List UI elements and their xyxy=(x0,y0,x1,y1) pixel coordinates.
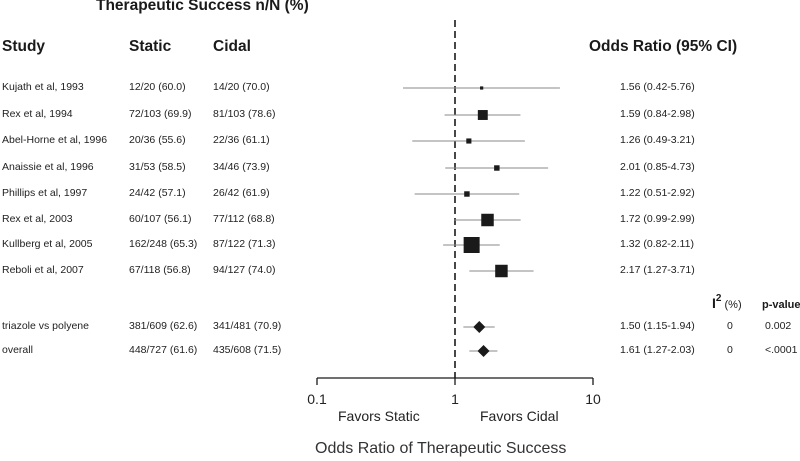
odds-ratio-value: 1.61 (1.27-2.03) xyxy=(620,344,695,356)
odds-ratio-value: 1.50 (1.15-1.94) xyxy=(620,320,695,332)
chart-supertitle: Therapeutic Success n/N (%) xyxy=(96,0,309,14)
study-name: Rex et al, 1994 xyxy=(2,108,73,120)
odds-ratio-value: 1.59 (0.84-2.98) xyxy=(620,108,695,120)
study-marker xyxy=(494,165,500,171)
i2-value: 0 xyxy=(727,320,733,332)
study-name: Anaissie et al, 1996 xyxy=(2,161,94,173)
summary-diamond xyxy=(477,345,490,357)
odds-ratio-value: 1.32 (0.82-2.11) xyxy=(620,238,694,250)
column-header-pvalue: p-value xyxy=(762,299,800,311)
odds-ratio-value: 1.22 (0.51-2.92) xyxy=(620,187,695,199)
summary-label: overall xyxy=(2,344,33,356)
static-count: 381/609 (62.6) xyxy=(129,320,198,332)
cidal-count: 81/103 (78.6) xyxy=(213,108,276,120)
study-marker xyxy=(480,86,484,90)
i2-letter: I xyxy=(712,295,716,311)
static-count: 31/53 (58.5) xyxy=(129,161,186,173)
column-header-cidal: Cidal xyxy=(213,38,251,55)
study-name: Rex et al, 2003 xyxy=(2,213,73,225)
static-count: 12/20 (60.0) xyxy=(129,81,186,93)
favors-static-label: Favors Static xyxy=(338,408,420,424)
static-count: 20/36 (55.6) xyxy=(129,134,186,146)
column-header-odds-ratio: Odds Ratio (95% CI) xyxy=(589,38,738,55)
column-header-static: Static xyxy=(129,38,172,55)
i2-value: 0 xyxy=(727,344,733,356)
study-marker xyxy=(466,138,472,144)
static-count: 448/727 (61.6) xyxy=(129,344,198,356)
study-marker xyxy=(495,264,508,278)
study-marker xyxy=(477,110,488,120)
study-name: Reboli et al, 2007 xyxy=(2,264,84,276)
odds-ratio-value: 2.17 (1.27-3.71) xyxy=(620,264,695,276)
study-name: Kujath et al, 1993 xyxy=(2,81,84,93)
x-axis-title: Odds Ratio of Therapeutic Success xyxy=(315,440,567,457)
cidal-count: 341/481 (70.9) xyxy=(213,320,282,332)
static-count: 162/248 (65.3) xyxy=(129,238,198,250)
study-marker xyxy=(464,191,470,197)
static-count: 24/42 (57.1) xyxy=(129,187,186,199)
p-value: <.0001 xyxy=(765,344,798,356)
odds-ratio-value: 1.56 (0.42-5.76) xyxy=(620,81,695,93)
summary-label: triazole vs polyene xyxy=(2,320,89,332)
cidal-count: 94/127 (74.0) xyxy=(213,264,276,276)
x-tick-label: 1 xyxy=(451,391,459,407)
cidal-count: 77/112 (68.8) xyxy=(213,213,275,225)
static-count: 60/107 (56.1) xyxy=(129,213,192,225)
study-marker xyxy=(481,213,494,227)
p-value: 0.002 xyxy=(765,320,792,332)
study-name: Kullberg et al, 2005 xyxy=(2,238,93,250)
static-count: 72/103 (69.9) xyxy=(129,108,192,120)
cidal-count: 14/20 (70.0) xyxy=(213,81,270,93)
favors-cidal-label: Favors Cidal xyxy=(480,408,559,424)
summary-diamond xyxy=(473,321,486,333)
cidal-count: 26/42 (61.9) xyxy=(213,187,270,199)
column-header-i2: I2 (%) xyxy=(712,293,742,311)
cidal-count: 435/608 (71.5) xyxy=(213,344,282,356)
x-tick-label: 10 xyxy=(585,391,601,407)
i2-unit: (%) xyxy=(724,299,742,311)
cidal-count: 22/36 (61.1) xyxy=(213,134,270,146)
odds-ratio-value: 1.26 (0.49-3.21) xyxy=(620,134,695,146)
odds-ratio-value: 1.72 (0.99-2.99) xyxy=(620,213,695,225)
cidal-count: 87/122 (71.3) xyxy=(213,238,276,250)
i2-superscript: 2 xyxy=(715,293,722,305)
cidal-count: 34/46 (73.9) xyxy=(213,161,270,173)
x-tick-label: 0.1 xyxy=(307,391,327,407)
static-count: 67/118 (56.8) xyxy=(129,264,191,276)
study-name: Phillips et al, 1997 xyxy=(2,187,88,199)
odds-ratio-value: 2.01 (0.85-4.73) xyxy=(620,161,695,173)
column-header-study: Study xyxy=(2,38,46,55)
study-name: Abel-Horne et al, 1996 xyxy=(2,134,108,146)
study-marker xyxy=(463,237,480,253)
